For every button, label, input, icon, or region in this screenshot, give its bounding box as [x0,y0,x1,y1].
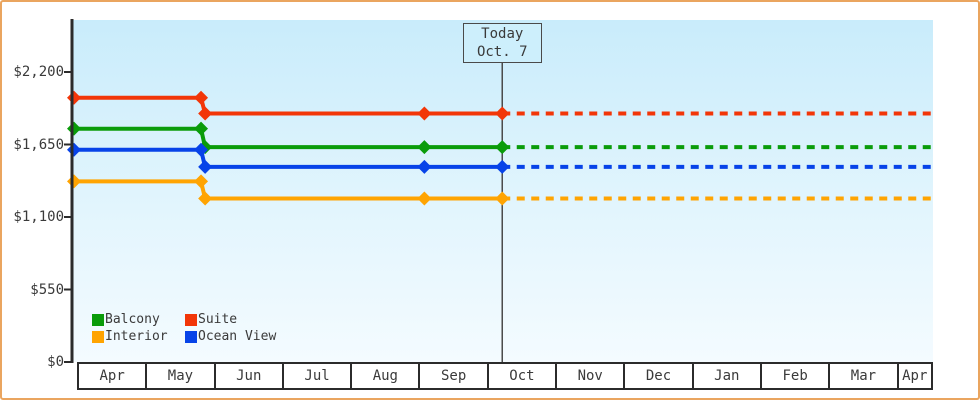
month-cell-apr: Apr [79,364,148,388]
legend-label: Suite [198,312,238,327]
data-point [417,140,432,155]
month-cell-jun: Jun [216,364,284,388]
today-marker-box: Today Oct. 7 [462,23,542,63]
data-point [495,159,510,174]
legend-item-balcony: Balcony [92,312,185,327]
month-cell-oct: Oct [489,364,558,388]
month-cell-dec: Dec [625,364,694,388]
legend-item-suite: Suite [185,312,276,327]
y-axis-tick-label: $0 [47,354,64,370]
legend-label: Ocean View [198,329,277,344]
month-cell-may: May [147,364,216,388]
month-cell-jan: Jan [694,364,762,388]
legend-swatch-icon [185,313,197,326]
today-date: Oct. 7 [476,44,528,60]
legend: Balcony Suite Interior Ocean View [92,312,276,344]
data-point [194,90,209,105]
data-point [495,140,510,155]
legend-label: Balcony [105,312,160,327]
legend-item-ocean-view: Ocean View [185,329,276,344]
data-point [194,142,209,157]
data-point [198,191,213,206]
month-cell-jul: Jul [284,364,353,388]
data-point [495,106,510,121]
legend-swatch-icon [92,313,104,326]
data-point [417,191,432,206]
today-label: Today [481,26,524,42]
y-axis-tick-label: $550 [30,281,64,298]
data-point [194,121,209,136]
month-cell-aug: Aug [352,364,421,388]
data-point [495,191,510,206]
legend-swatch-icon [185,330,197,343]
data-point [417,159,432,174]
data-point [198,106,213,121]
data-point [198,159,213,174]
x-axis-month-row: Apr May Jun Jul Aug Sep Oct Nov Dec Jan Feb Mar Apr [77,362,933,390]
month-cell-feb: Feb [762,364,831,388]
legend-swatch-icon [92,330,104,343]
month-cell-mar: Mar [830,364,899,388]
y-axis-tick-label: $1,100 [13,209,64,225]
data-point [194,174,209,189]
legend-item-interior: Interior [92,329,185,344]
data-point [417,106,432,121]
month-cell-apr: Apr [902,368,928,384]
month-cell-nov: Nov [557,364,626,388]
y-axis-tick-label: $1,650 [13,136,64,153]
y-axis-tick-label: $2,200 [13,64,64,80]
legend-label: Interior [105,329,168,344]
month-cell-sep: Sep [420,364,489,388]
